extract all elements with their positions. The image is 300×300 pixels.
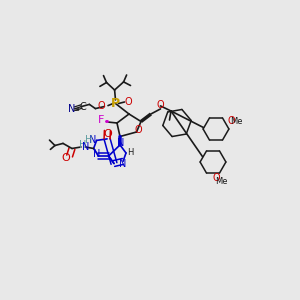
Text: N: N	[93, 148, 100, 159]
Text: F: F	[98, 115, 104, 125]
Text: O: O	[98, 100, 105, 111]
Text: Me: Me	[215, 177, 227, 186]
Text: H: H	[85, 135, 93, 145]
Text: C: C	[80, 101, 86, 112]
Text: O: O	[227, 116, 235, 127]
Text: H: H	[79, 140, 86, 151]
Text: O: O	[134, 124, 142, 135]
Text: N: N	[119, 159, 126, 169]
Text: O: O	[124, 97, 132, 107]
Text: N: N	[68, 103, 76, 114]
Text: O: O	[61, 153, 70, 163]
Text: O: O	[212, 172, 220, 183]
Text: O: O	[103, 129, 112, 139]
Text: ≡: ≡	[72, 105, 80, 114]
Text: H: H	[127, 148, 134, 157]
Text: O: O	[157, 100, 164, 110]
Text: N: N	[89, 135, 97, 145]
Text: Me: Me	[230, 117, 242, 126]
Text: N: N	[117, 137, 124, 148]
Text: P: P	[111, 97, 120, 110]
Text: N: N	[82, 142, 90, 152]
